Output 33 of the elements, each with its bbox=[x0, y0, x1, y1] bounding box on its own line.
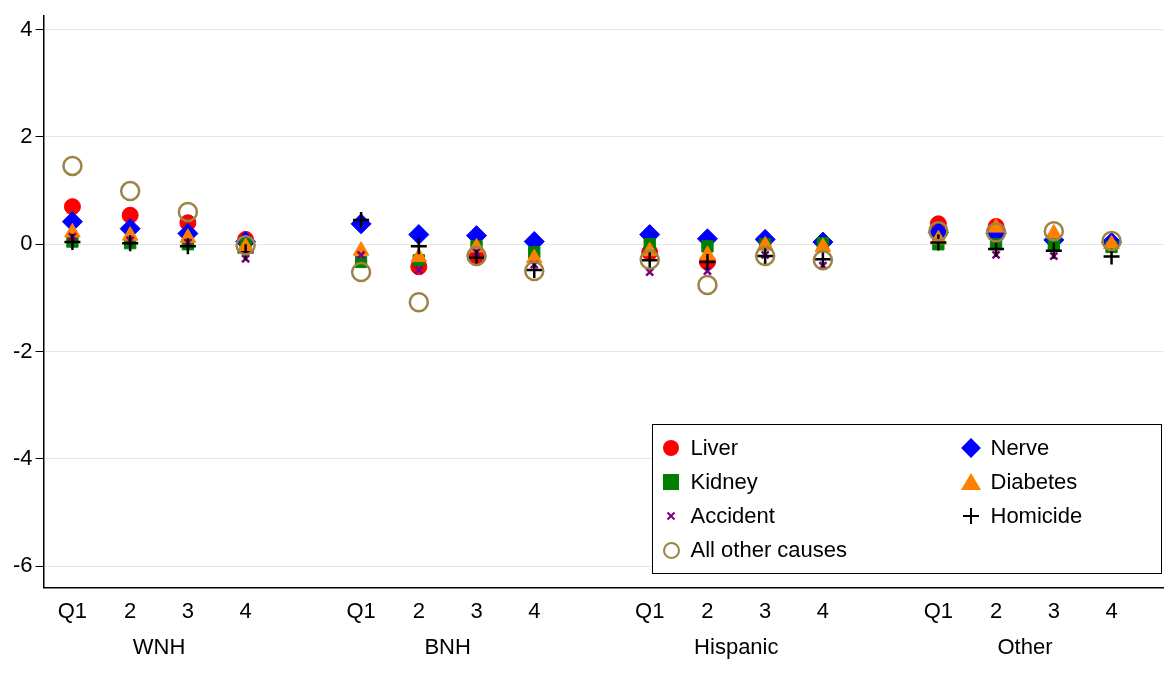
x-tick-label: 2 bbox=[412, 597, 425, 623]
y-tick-label: 4 bbox=[20, 15, 33, 41]
y-tick-label: -4 bbox=[13, 444, 33, 470]
text: WNH bbox=[132, 633, 186, 659]
x-tick-label: Q1 bbox=[346, 597, 376, 623]
legend-label: Kidney bbox=[690, 468, 758, 495]
text: BNH bbox=[424, 633, 471, 659]
text: Hispanic bbox=[694, 633, 779, 659]
y-tick-label: 0 bbox=[20, 230, 33, 256]
x-tick-label: 3 bbox=[181, 597, 195, 623]
y-tick-label: 2 bbox=[20, 122, 33, 148]
x-tick-label: 2 bbox=[124, 597, 137, 623]
x-tick-label: 2 bbox=[701, 597, 714, 623]
y-tick-label: -2 bbox=[13, 337, 33, 363]
legend-label: Nerve bbox=[990, 434, 1050, 461]
x-tick-label: 3 bbox=[759, 597, 772, 623]
x-tick-label: Q1 bbox=[635, 597, 665, 623]
x-tick-label: Q1 bbox=[923, 597, 954, 623]
legend-label: Diabetes bbox=[990, 468, 1078, 495]
legend-label: Liver bbox=[690, 434, 739, 461]
x-tick-label: 4 bbox=[239, 597, 252, 623]
text: Other bbox=[997, 633, 1053, 659]
legend-label: Accident bbox=[690, 502, 775, 529]
x-tick-label: Q1 bbox=[57, 597, 88, 623]
legend-label: Homicide bbox=[990, 502, 1083, 529]
y-tick-label: -6 bbox=[13, 552, 33, 578]
legend-label: All other causes bbox=[690, 536, 848, 563]
x-tick-label: 4 bbox=[816, 597, 830, 623]
x-tick-label: 3 bbox=[1047, 597, 1060, 623]
x-tick-label: 2 bbox=[989, 597, 1003, 623]
x-tick-label: 4 bbox=[1105, 597, 1118, 623]
x-tick-label: 3 bbox=[470, 597, 483, 623]
x-tick-label: 4 bbox=[528, 597, 541, 623]
